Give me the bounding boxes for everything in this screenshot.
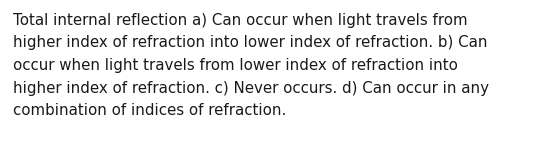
Text: occur when light travels from lower index of refraction into: occur when light travels from lower inde… xyxy=(13,58,458,73)
Text: higher index of refraction. c) Never occurs. d) Can occur in any: higher index of refraction. c) Never occ… xyxy=(13,80,489,95)
Text: combination of indices of refraction.: combination of indices of refraction. xyxy=(13,103,286,118)
Text: Total internal reflection a) Can occur when light travels from: Total internal reflection a) Can occur w… xyxy=(13,13,468,28)
Text: higher index of refraction into lower index of refraction. b) Can: higher index of refraction into lower in… xyxy=(13,35,488,51)
